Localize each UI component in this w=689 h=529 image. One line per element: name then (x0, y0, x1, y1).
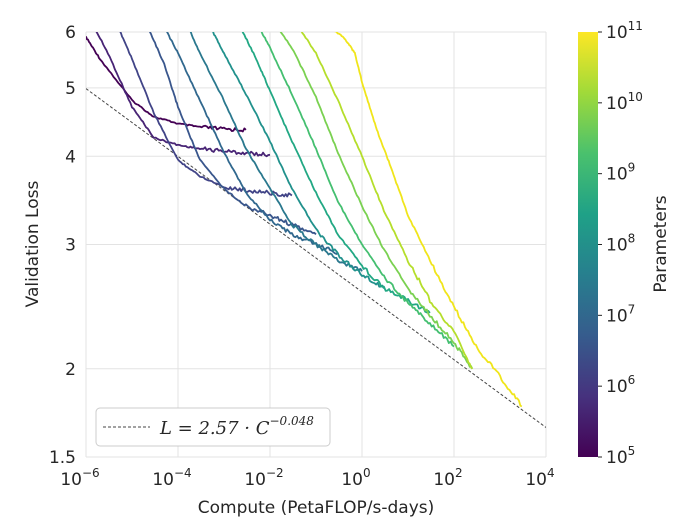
colorbar-tick-exp: 8 (628, 232, 636, 246)
x-tick-label: 100 (341, 466, 370, 490)
colorbar-tick-base: 10 (606, 377, 628, 397)
colorbar-tick-exp: 9 (628, 161, 636, 175)
y-tick-label: 1.5 (49, 448, 76, 468)
colorbar-tick-base: 10 (606, 306, 628, 326)
x-tick-base: 10 (525, 470, 547, 490)
colorbar-tick-base: 10 (606, 236, 628, 256)
fit-line (86, 88, 546, 428)
series-line (189, 32, 363, 272)
series-line (212, 32, 385, 289)
legend-entry: L = 2.57 · C−0.048 (159, 414, 314, 439)
x-axis-label: Compute (PetaFLOP/s-days) (198, 498, 435, 518)
x-tick-exp: −6 (82, 466, 100, 480)
colorbar-fill (578, 32, 598, 457)
colorbar-tick-base: 10 (606, 23, 628, 43)
x-tick-exp: 0 (363, 466, 371, 480)
legend-box (95, 407, 331, 447)
x-tick-base: 10 (152, 470, 174, 490)
y-tick-label: 5 (65, 79, 76, 99)
series-line (260, 32, 455, 348)
colorbar-tick-label: 108 (606, 232, 635, 256)
x-tick-exp: −2 (266, 466, 284, 480)
y-tick-label: 4 (65, 147, 76, 167)
legend-entry-exp: −0.048 (270, 414, 315, 428)
legend: L = 2.57 · C−0.048 (95, 407, 331, 447)
x-tick-base: 10 (341, 470, 363, 490)
colorbar-tick-exp: 7 (628, 302, 636, 316)
series-line (95, 32, 271, 158)
x-tick-label: 102 (433, 466, 462, 490)
colorbar-tick-base: 10 (606, 94, 628, 114)
colorbar-tick-exp: 6 (628, 373, 636, 387)
x-tick-exp: 4 (547, 466, 555, 480)
legend-entry-base: L = 2.57 · C (159, 418, 270, 439)
x-tick-label: 104 (525, 466, 554, 490)
x-tick-label: 10−6 (60, 466, 99, 490)
y-tick-label: 3 (65, 236, 76, 256)
series-line (334, 32, 523, 408)
colorbar-tick-label: 1011 (606, 19, 643, 43)
colorbar-tick-exp: 5 (628, 444, 636, 458)
x-tick-label: 10−2 (244, 466, 283, 490)
y-axis-label: Validation Loss (23, 181, 43, 308)
series-line (279, 32, 474, 370)
colorbar-tick-label: 109 (606, 161, 635, 185)
colorbar-tick-base: 10 (606, 448, 628, 468)
x-tick-exp: −4 (174, 466, 192, 480)
colorbar-tick-exp: 10 (628, 90, 643, 104)
colorbar-tick-base: 10 (606, 165, 628, 185)
y-tick-label: 6 (65, 23, 76, 43)
series-line (241, 32, 431, 314)
x-tick-label: 10−4 (152, 466, 191, 490)
colorbar-tick-label: 106 (606, 373, 635, 397)
series-line (300, 32, 473, 370)
x-tick-base: 10 (433, 470, 455, 490)
colorbar-tick-label: 105 (606, 444, 635, 468)
y-axis-ticks: 1.5 2 3 4 5 6 (49, 23, 76, 468)
series-line (86, 36, 247, 133)
series-line (119, 32, 293, 198)
colorbar-label: Parameters (651, 195, 671, 292)
x-tick-base: 10 (244, 470, 266, 490)
colorbar-tick-label: 1010 (606, 90, 643, 114)
series-group (86, 32, 523, 408)
colorbar-tick-label: 107 (606, 302, 635, 326)
x-tick-exp: 2 (455, 466, 463, 480)
y-tick-label: 2 (65, 360, 76, 380)
x-tick-base: 10 (60, 470, 82, 490)
series-line (148, 32, 317, 236)
colorbar-tick-exp: 11 (628, 19, 643, 33)
x-axis-ticks: 10−6 10−4 10−2 100 102 104 (60, 466, 554, 490)
grid (85, 31, 547, 458)
fit-line-path (86, 88, 546, 428)
